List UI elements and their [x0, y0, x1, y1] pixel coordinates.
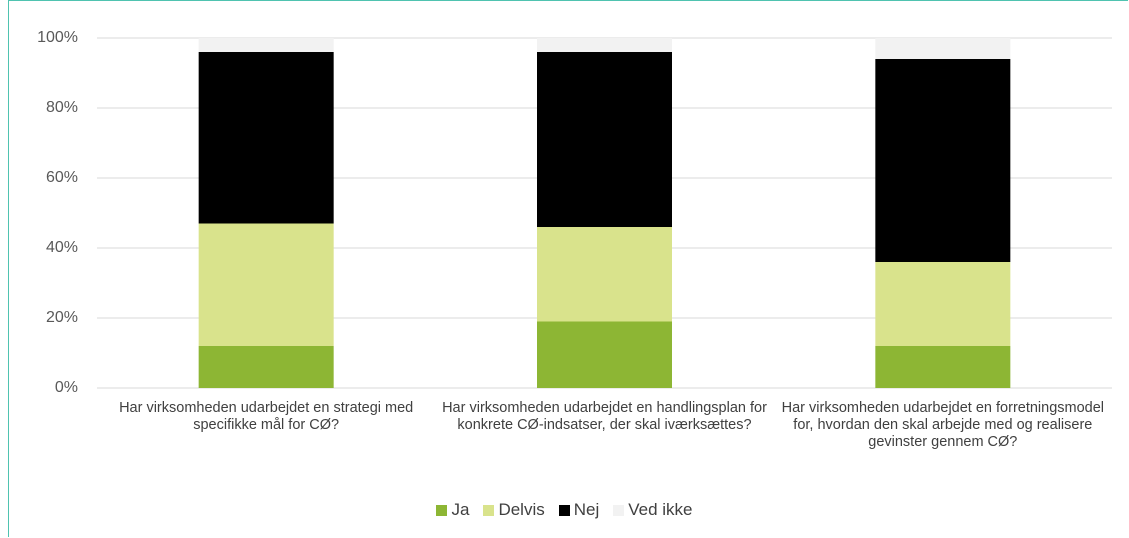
- bar-segment: [537, 52, 672, 227]
- bar-segment: [875, 59, 1011, 262]
- x-tick-label: Har virksomheden udarbejdet en handlings…: [442, 400, 767, 433]
- bar-segment: [537, 227, 672, 322]
- x-tick-label: Har virksomheden udarbejdet en forretnin…: [781, 400, 1105, 450]
- legend-swatch: [436, 504, 448, 516]
- legend-item: Delvis: [483, 500, 545, 520]
- bar-segment: [875, 346, 1011, 388]
- legend-swatch: [558, 504, 570, 516]
- x-tick-label: Har virksomheden udarbejdet en strategi …: [119, 400, 414, 433]
- y-tick-label: 20%: [46, 309, 78, 326]
- legend-item: Ja: [436, 500, 469, 520]
- bar-segment: [198, 52, 334, 224]
- bar-segment: [198, 38, 334, 52]
- legend: Ja Delvis Nej Ved ikke: [0, 500, 1129, 520]
- legend-item: Ved ikke: [613, 500, 693, 520]
- legend-swatch: [483, 504, 495, 516]
- legend-label: Nej: [573, 500, 600, 519]
- legend-label: Ved ikke: [628, 500, 693, 519]
- y-tick-label: 60%: [46, 169, 78, 186]
- frame: [8, 0, 1128, 537]
- bar-segment: [537, 321, 672, 388]
- y-tick-label: 40%: [46, 239, 78, 256]
- legend-label: Ja: [451, 500, 470, 519]
- bar-segment: [537, 38, 672, 52]
- legend-swatch: [613, 504, 625, 516]
- y-tick-label: 100%: [37, 29, 78, 46]
- y-tick-label: 80%: [46, 99, 78, 116]
- bar-segment: [875, 38, 1011, 59]
- bar-segment: [198, 223, 334, 346]
- bar-segment: [198, 346, 334, 388]
- y-tick-label: 0%: [55, 379, 78, 396]
- legend-item: Nej: [558, 500, 600, 520]
- bar-segment: [875, 262, 1011, 346]
- legend-label: Delvis: [498, 500, 545, 519]
